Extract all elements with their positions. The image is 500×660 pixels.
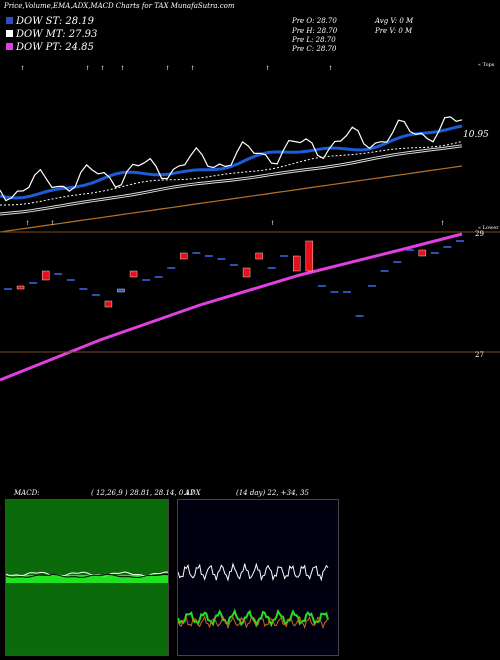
swing-marker: ↑: [25, 220, 30, 227]
adx-line: [177, 562, 329, 582]
swing-marker: ↑: [328, 65, 333, 72]
candle-down: [242, 267, 251, 278]
ema-mt-band-inner: [0, 145, 463, 215]
swing-marker: ↑: [85, 65, 90, 72]
candle-down: [293, 255, 301, 272]
price-chart: 10.95 « Tops « Lower 29 27 ↑ ↑ ↑ ↑ ↑ ↑ ↑ ↑ ↑ ↑ ↑ ↑: [0, 62, 500, 382]
candle-down: [418, 249, 427, 257]
legend-dow-mt-label: DOW MT: 27.93: [16, 29, 98, 40]
ohlc-low: Pre L: 28.70: [292, 36, 336, 44]
candle-down: [180, 252, 188, 260]
swing-marker: ↑: [120, 65, 125, 72]
adx-plus-di-line: [177, 608, 329, 628]
swing-marker: ↑: [440, 220, 445, 227]
candle-down: [255, 252, 263, 260]
swing-marker: ↑: [265, 65, 270, 72]
ohlc-open: Pre O: 28.70: [292, 17, 337, 25]
macd-title: MACD:: [14, 489, 40, 497]
swing-marker: ↑: [165, 65, 170, 72]
ohlc-close: Pre C: 28.70: [292, 45, 337, 53]
level-high-label: 29: [475, 230, 484, 238]
legend-dow-pt-label: DOW PT: 24.85: [16, 42, 94, 53]
swing-marker: ↑: [50, 220, 55, 227]
swing-marker: ↑: [190, 65, 195, 72]
adx-panel: [177, 499, 339, 656]
candle-down: [104, 300, 113, 308]
swing-marker: ↑: [100, 65, 105, 72]
candle-down: [16, 285, 25, 290]
macd-panel: [5, 499, 169, 656]
candle-down: [41, 270, 50, 281]
macd-signal-line: [5, 573, 169, 578]
macd-line: [5, 571, 169, 577]
legend-dow-mt: DOW MT: 27.93: [6, 29, 97, 40]
adx-minus-di-line: [177, 615, 329, 630]
adx-plot: [177, 562, 329, 630]
level-low-label: 27: [475, 351, 484, 359]
ema-st-line: [0, 124, 463, 200]
ema-lines: [0, 116, 463, 382]
chart-title: Price,Volume,EMA,ADX,MACD Charts for TAX…: [4, 2, 235, 10]
ohlc-high: Pre H: 28.70: [292, 27, 338, 35]
pre-volume: Pre V: 0 M: [375, 27, 413, 35]
swing-markers: ↑ ↑ ↑ ↑ ↑ ↑ ↑ ↑ ↑ ↑ ↑ ↑: [20, 65, 445, 227]
candle-up: [117, 288, 125, 293]
long-term-line: [0, 232, 463, 382]
legend-dow-pt: DOW PT: 24.85: [6, 42, 94, 53]
ema-pt-line: [0, 165, 463, 233]
legend-swatch: [6, 43, 13, 50]
axis-lower-label: « Lower: [478, 225, 499, 231]
legend-swatch: [6, 17, 13, 24]
macd-values: ( 12,26,9 ) 28.81, 28.14, 0.17: [91, 489, 195, 497]
legend-dow-st: DOW ST: 28.19: [6, 16, 94, 27]
swing-marker: ↑: [270, 220, 275, 227]
candle-down: [129, 270, 138, 278]
macd-histogram: [6, 575, 168, 583]
legend-dow-st-label: DOW ST: 28.19: [16, 16, 95, 27]
price-label: 10.95: [463, 130, 489, 140]
avg-volume: Avg V: 0 M: [375, 17, 414, 25]
adx-title: ADX: [185, 489, 201, 497]
legend-swatch: [6, 30, 13, 37]
ema-mt-line: [0, 140, 463, 206]
macd-plot: [5, 571, 169, 583]
candles: [4, 240, 464, 317]
candle-down: [305, 240, 314, 272]
adx-values: (14 day) 22, +34, 35: [236, 489, 309, 497]
axis-top-label: « Tops: [478, 62, 495, 68]
swing-marker: ↑: [20, 65, 25, 72]
price-line: [0, 116, 463, 202]
